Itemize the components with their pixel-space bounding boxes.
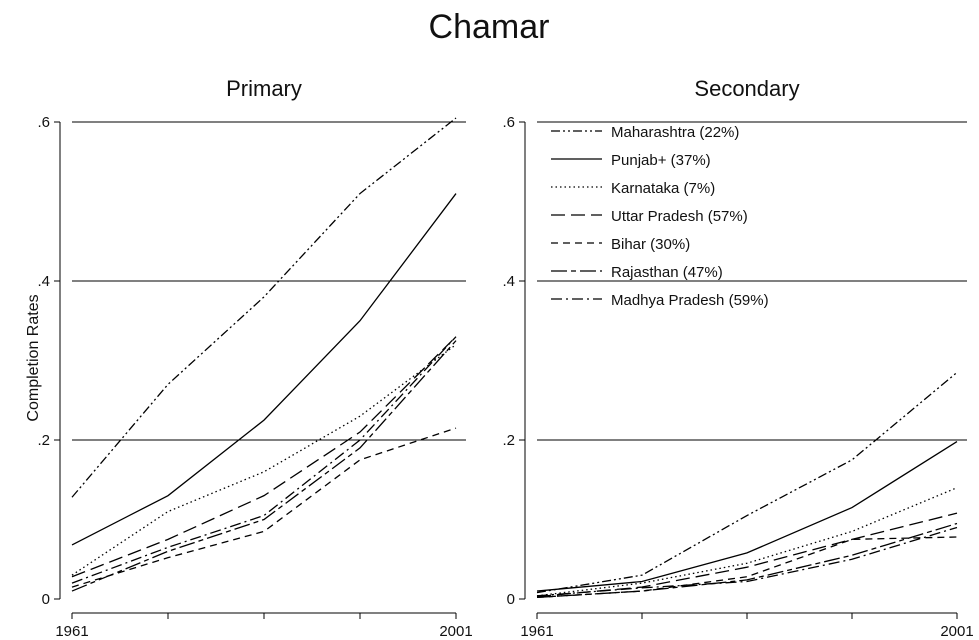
series-line: [71, 344, 457, 576]
x-tick-label: 1961: [55, 623, 88, 640]
legend-label: Uttar Pradesh (57%): [611, 208, 748, 225]
legend-label: Maharashtra (22%): [611, 124, 739, 141]
series-line: [536, 371, 958, 594]
legend-label: Rajasthan (47%): [611, 264, 723, 281]
panel-title: Primary: [226, 76, 302, 101]
chart-title: Chamar: [429, 8, 550, 46]
series-line: [536, 526, 958, 597]
y-tick-label: 0: [42, 591, 50, 608]
x-tick-label: 1961: [520, 623, 553, 640]
x-tick-label: 2001: [439, 623, 472, 640]
series-line: [536, 441, 958, 592]
y-tick-label: .6: [37, 114, 50, 131]
y-axis-label: Completion Rates: [25, 294, 42, 421]
series-line: [71, 427, 457, 588]
y-tick-label: 0: [507, 591, 515, 608]
legend-label: Bihar (30%): [611, 236, 690, 253]
series-line: [71, 336, 457, 584]
panel-0: Primary 0 .2 .4 .6 1961 2001: [37, 76, 472, 640]
series-line: [71, 193, 457, 546]
y-tick-label: .6: [502, 114, 515, 131]
series-line: [536, 522, 958, 599]
y-tick-label: .2: [502, 432, 515, 449]
series-line: [536, 512, 958, 598]
panels: Primary 0 .2 .4 .6 1961 2001 Secondary 0 .2 .4 .6 19…: [37, 76, 973, 640]
legend-label: Karnataka (7%): [611, 180, 715, 197]
series-line: [71, 336, 457, 578]
legend-label: Punjab+ (37%): [611, 152, 711, 169]
panel-title: Secondary: [694, 76, 799, 101]
series-line: [536, 487, 958, 597]
y-tick-label: .2: [37, 432, 50, 449]
panel-1: Secondary 0 .2 .4 .6 1961 2001 Maharashtra (22%…: [502, 76, 973, 640]
series-line: [71, 340, 457, 592]
legend: Maharashtra (22%) Punjab+ (37%) Karnataka …: [551, 124, 769, 309]
y-tick-label: .4: [502, 273, 515, 290]
x-tick-label: 2001: [940, 623, 973, 640]
legend-label: Madhya Pradesh (59%): [611, 292, 769, 309]
y-tick-label: .4: [37, 273, 50, 290]
